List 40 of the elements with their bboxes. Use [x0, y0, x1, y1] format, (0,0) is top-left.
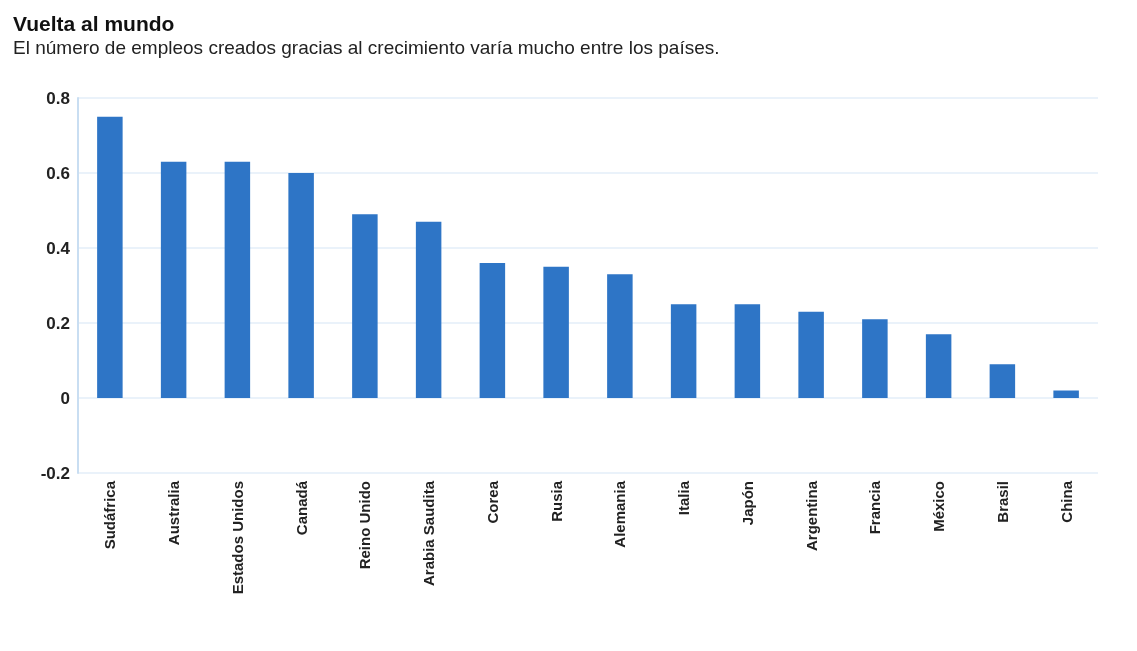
x-tick-label: Reino Unido [356, 481, 374, 570]
x-tick-label: Australia [165, 480, 183, 546]
x-tick-label: Francia [866, 480, 884, 535]
bar [352, 214, 378, 398]
x-tick-label: Canadá [292, 480, 310, 536]
bar [607, 274, 633, 398]
bar [862, 319, 888, 398]
bar [543, 266, 569, 398]
bar [224, 161, 251, 398]
bar [925, 334, 952, 398]
bar [670, 304, 697, 398]
bar [288, 173, 314, 398]
bar [97, 116, 123, 398]
y-tick-label: 0.6 [46, 163, 70, 183]
bar [1053, 390, 1079, 398]
x-tick-label: Japón [738, 481, 756, 526]
bar [734, 304, 761, 398]
bar [989, 364, 1016, 398]
y-tick-label: 0 [60, 388, 70, 408]
x-tick-label: Alemania [611, 480, 629, 548]
x-tick-label: Estados Unidos [228, 481, 246, 595]
x-tick-label: China [1057, 480, 1075, 523]
x-tick-label: Italia [675, 480, 693, 516]
x-tick-label: México [930, 481, 948, 532]
bar [415, 221, 442, 398]
bar [798, 311, 824, 398]
bar [479, 263, 506, 398]
x-tick-label: Argentina [802, 480, 820, 552]
y-tick-label: 0.8 [46, 88, 70, 108]
x-tick-label: Corea [483, 480, 501, 524]
chart-title: Vuelta al mundo [13, 12, 175, 35]
x-tick-label: Brasil [993, 481, 1011, 523]
y-tick-label: 0.2 [46, 313, 70, 333]
bar [160, 161, 187, 398]
x-tick-label: Sudáfrica [101, 480, 119, 550]
y-tick-label: 0.4 [46, 238, 71, 258]
y-tick-label: -0.2 [40, 463, 70, 483]
chart-subtitle: El número de empleos creados gracias al crecimiento varía mucho entre los países. [13, 37, 720, 58]
x-tick-label: Arabia Saudita [420, 480, 438, 587]
x-tick-label: Rusia [547, 480, 565, 522]
